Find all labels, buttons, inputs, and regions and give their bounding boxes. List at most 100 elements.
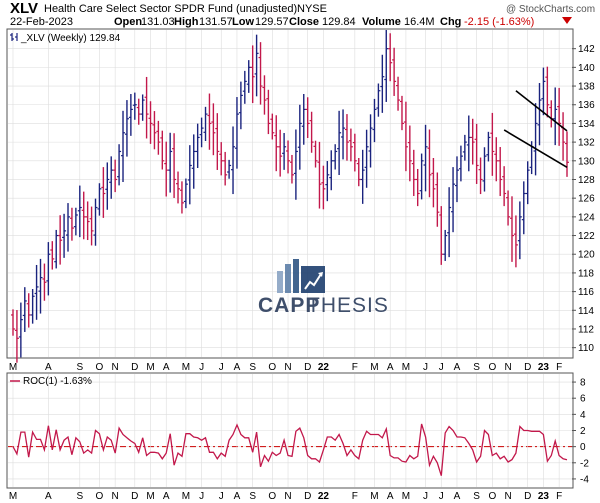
price-x-tick-label: S: [76, 362, 83, 373]
roc-y-tick-label: -2: [580, 458, 589, 469]
ohlc-bar: [54, 229, 59, 269]
roc-y-tick-label: -4: [580, 474, 589, 485]
ohlc-bar: [498, 147, 503, 197]
price-y-tick-label: 120: [578, 250, 595, 261]
ohlc-bar: [521, 181, 526, 235]
roc-x-tick-label: J: [439, 491, 444, 502]
ohlc-bar: [321, 165, 326, 210]
ohlc-bar: [403, 101, 408, 172]
ohlc-bar: [289, 154, 294, 184]
logo-word-capp: CAPP: [258, 294, 320, 317]
ohlc-bar: [191, 134, 196, 189]
ohlc-bar: [439, 206, 444, 265]
price-x-tick-label: O: [96, 362, 104, 373]
ohlc-bar: [105, 162, 110, 210]
ohlc-bar: [309, 111, 314, 153]
price-x-tick-label: S: [249, 362, 256, 373]
price-x-tick-label: F: [352, 362, 358, 373]
ohlc-bar: [443, 229, 448, 261]
roc-series: [12, 423, 568, 476]
ohlc-bar: [42, 263, 47, 301]
price-y-tick-label: 126: [578, 194, 595, 205]
chart-header: XLV Health Care Select Sector SPDR Fund …: [0, 0, 600, 30]
ohlc-bar: [333, 144, 338, 170]
ohlc-bar: [246, 60, 251, 93]
ohlc-bar: [101, 167, 106, 218]
ohlc-bar: [156, 120, 161, 155]
ohlc-bar: [117, 144, 122, 186]
price-x-tick-label: J: [219, 362, 224, 373]
roc-x-tick-label: J: [199, 491, 204, 502]
price-y-tick-label: 112: [578, 324, 594, 335]
ohlc-bar: [66, 203, 71, 252]
ohlc-bar: [431, 157, 436, 208]
ohlc-bar: [121, 110, 126, 183]
ohlc-bar: [435, 172, 440, 227]
ohlc-bar: [270, 113, 275, 140]
ohlc-bar: [30, 289, 35, 324]
roc-x-tick-label: F: [556, 491, 562, 502]
logo-chart-icon: [277, 259, 325, 293]
price-y-tick-label: 130: [578, 156, 595, 167]
price-x-tick-label: O: [488, 362, 496, 373]
ohlc-bar: [223, 151, 228, 186]
ohlc-bar: [11, 309, 15, 336]
roc-x-tick-label: N: [504, 491, 511, 502]
ohlc-bar: [329, 150, 334, 191]
ohlc-bar: [227, 159, 232, 179]
price-y-tick-label: 142: [578, 44, 595, 55]
roc-x-tick-label: J: [423, 491, 428, 502]
roc-x-tick-label: A: [45, 491, 52, 502]
ohlc-bar: [419, 153, 424, 200]
ohlc-bar: [136, 98, 141, 125]
ohlc-bar: [517, 201, 522, 260]
ohlc-bar: [195, 123, 200, 168]
ohlc-bar: [113, 159, 118, 193]
price-y-tick-label: 134: [578, 119, 595, 130]
roc-x-tick-label: A: [234, 491, 241, 502]
roc-x-tick-label: M: [370, 491, 378, 502]
ohlc-bar: [85, 201, 90, 241]
chg-value: -2.15 (-1.63%): [464, 16, 534, 28]
ohlc-bar: [561, 112, 566, 161]
price-x-tick-label: D: [304, 362, 311, 373]
price-legend: _XLV (Weekly) 129.84: [10, 33, 121, 44]
symbol-label: XLV: [10, 0, 38, 17]
price-x-tick-label: M: [402, 362, 410, 373]
ohlc-bar: [81, 191, 86, 240]
ohlc-bar: [58, 215, 63, 265]
roc-x-tick-label: F: [352, 491, 358, 502]
roc-x-tick-label: S: [76, 491, 83, 502]
ohlc-bar: [187, 145, 192, 205]
price-x-tick-label: 22: [318, 362, 330, 373]
ohlc-bar: [26, 293, 31, 328]
ohlc-bar: [513, 215, 518, 268]
ohlc-bar: [46, 242, 51, 296]
price-y-tick-label: 136: [578, 100, 595, 111]
ohlc-bar: [282, 133, 287, 170]
ohlc-bar: [73, 207, 78, 236]
price-y-tick-label: 118: [578, 268, 594, 279]
ohlc-bar: [69, 207, 74, 241]
price-y-tick-label: 116: [578, 287, 594, 298]
roc-x-axis: M A S O N D M A M J J A S O N D 22 F M A M J J A S O N D 23 F: [9, 491, 562, 502]
ohlc-bar: [447, 187, 452, 258]
price-y-tick-label: 124: [578, 212, 595, 223]
ohlc-legend-icon: [10, 33, 18, 41]
price-x-tick-label: M: [146, 362, 154, 373]
roc-x-tick-label: S: [473, 491, 480, 502]
ohlc-bar: [364, 129, 369, 188]
ohlc-bar: [415, 168, 420, 207]
ohlc-bar: [368, 114, 373, 168]
ohlc-bar: [470, 118, 475, 165]
roc-x-tick-label: M: [402, 491, 410, 502]
ohlc-bar: [164, 141, 169, 197]
ohlc-bar: [93, 198, 98, 246]
ohlc-bar: [557, 87, 562, 146]
ohlc-bar: [262, 75, 267, 115]
ohlc-bar: [34, 264, 39, 320]
roc-line: [12, 423, 568, 476]
ohlc-bar: [466, 115, 471, 172]
price-x-tick-label: S: [473, 362, 480, 373]
